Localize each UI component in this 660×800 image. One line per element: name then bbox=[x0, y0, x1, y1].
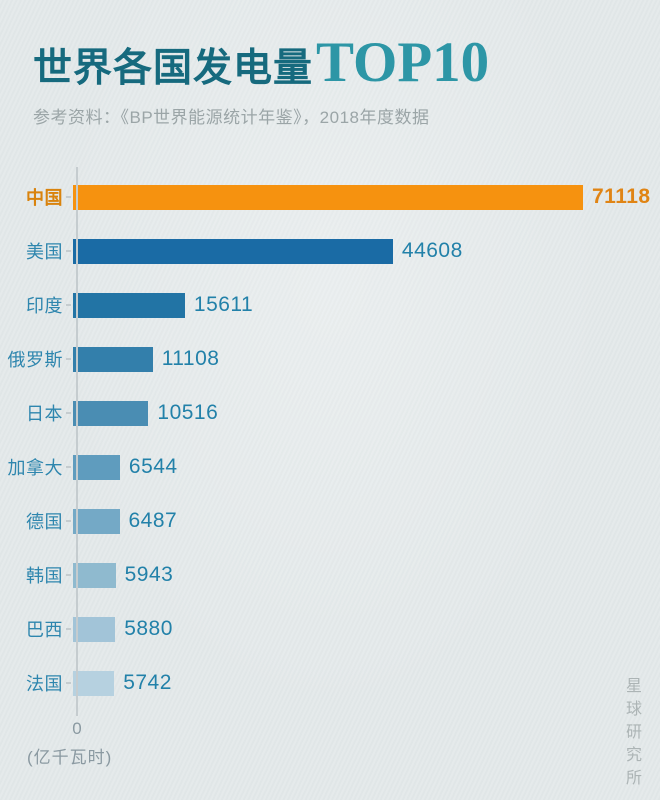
category-axis-tick bbox=[66, 250, 71, 252]
title-top10: TOP10 bbox=[316, 31, 490, 94]
value-label: 11108 bbox=[161, 347, 220, 370]
category-label-cell: 印度 bbox=[0, 292, 71, 318]
category-axis-tick bbox=[66, 628, 71, 630]
category-label-cell: 日本 bbox=[0, 400, 71, 426]
y-axis-line bbox=[76, 167, 78, 716]
value-label: 6544 bbox=[128, 455, 178, 478]
category-label: 德国 bbox=[26, 512, 63, 532]
bar-row: 法国 5742 bbox=[0, 656, 660, 710]
bar bbox=[73, 616, 116, 642]
category-label: 加拿大 bbox=[7, 458, 63, 478]
category-label: 日本 bbox=[26, 404, 63, 424]
category-label: 巴西 bbox=[26, 620, 63, 640]
value-label: 44608 bbox=[401, 239, 463, 262]
bar bbox=[73, 292, 185, 318]
category-label-cell: 韩国 bbox=[0, 562, 71, 588]
bar-cell: 6544 bbox=[71, 454, 660, 480]
bar-row: 印度 15611 bbox=[0, 278, 660, 332]
value-label: 6487 bbox=[128, 509, 178, 532]
bar-cell: 11108 bbox=[71, 346, 660, 372]
category-axis-tick bbox=[66, 682, 71, 684]
subtitle-source: 参考资料：《BP世界能源统计年鉴》，2018年度数据 bbox=[33, 108, 430, 127]
category-label: 印度 bbox=[26, 296, 63, 316]
bar bbox=[73, 184, 583, 210]
bar-cell: 5880 bbox=[71, 616, 660, 642]
bar-row: 俄罗斯 11108 bbox=[0, 332, 660, 386]
category-axis-tick bbox=[66, 412, 71, 414]
value-label: 5742 bbox=[123, 671, 172, 694]
category-label: 美国 bbox=[26, 242, 63, 262]
category-label-cell: 俄罗斯 bbox=[0, 346, 71, 372]
category-label: 俄罗斯 bbox=[7, 350, 63, 370]
category-label: 法国 bbox=[26, 674, 63, 694]
x-axis-footer: 0 (亿千瓦时) bbox=[0, 710, 660, 780]
bar bbox=[73, 508, 120, 534]
category-label-cell: 法国 bbox=[0, 670, 71, 696]
category-axis-tick bbox=[66, 466, 71, 468]
category-axis-tick bbox=[66, 358, 71, 360]
bar-row: 加拿大 6544 bbox=[0, 440, 660, 494]
bar-cell: 5943 bbox=[71, 562, 660, 588]
x-axis-unit-label: (亿千瓦时) bbox=[27, 748, 113, 767]
bar bbox=[73, 454, 120, 480]
category-label-cell: 加拿大 bbox=[0, 454, 71, 480]
bar-cell: 15611 bbox=[71, 292, 660, 318]
value-label: 15611 bbox=[193, 293, 254, 316]
page-title: 世界各国发电量 TOP10 bbox=[33, 34, 660, 91]
category-axis-tick bbox=[66, 520, 71, 522]
bar-chart: 中国 71118 美国 44608 印度 15611 俄罗斯 11108 日本 10516 加拿大 6… bbox=[0, 167, 660, 780]
bar-row: 德国 6487 bbox=[0, 494, 660, 548]
category-label-cell: 巴西 bbox=[0, 616, 71, 642]
bar-row: 美国 44608 bbox=[0, 224, 660, 278]
header: 世界各国发电量 TOP10 参考资料：《BP世界能源统计年鉴》，2018年度数据 bbox=[0, 0, 660, 128]
bar-row: 巴西 5880 bbox=[0, 602, 660, 656]
bar-cell: 10516 bbox=[71, 400, 660, 426]
bar bbox=[73, 346, 153, 372]
category-axis-tick bbox=[66, 196, 71, 198]
value-label: 5880 bbox=[124, 617, 173, 640]
bar bbox=[73, 400, 149, 426]
bar bbox=[73, 670, 115, 696]
watermark-studio-name: 星球研究所 bbox=[623, 677, 640, 792]
category-label-cell: 中国 bbox=[0, 184, 71, 210]
value-label: 10516 bbox=[157, 401, 219, 424]
bar-cell: 6487 bbox=[71, 508, 660, 534]
bar bbox=[73, 562, 116, 588]
bar-cell: 5742 bbox=[71, 670, 660, 696]
bar-row: 日本 10516 bbox=[0, 386, 660, 440]
value-label: 5943 bbox=[124, 563, 174, 586]
category-label: 韩国 bbox=[26, 566, 63, 586]
category-axis-tick bbox=[66, 574, 71, 576]
x-axis-zero-tick-label: 0 bbox=[72, 719, 82, 738]
category-label-cell: 美国 bbox=[0, 238, 71, 264]
bar-rows: 中国 71118 美国 44608 印度 15611 俄罗斯 11108 日本 10516 加拿大 6… bbox=[0, 170, 660, 710]
category-label: 中国 bbox=[26, 188, 63, 208]
title-chinese: 世界各国发电量 bbox=[33, 47, 314, 90]
bar bbox=[73, 238, 393, 264]
bar-cell: 44608 bbox=[71, 238, 660, 264]
bar-row: 中国 71118 bbox=[0, 170, 660, 224]
bar-cell: 71118 bbox=[71, 184, 660, 210]
category-label-cell: 德国 bbox=[0, 508, 71, 534]
value-label: 71118 bbox=[592, 185, 651, 208]
bar-row: 韩国 5943 bbox=[0, 548, 660, 602]
category-axis-tick bbox=[66, 304, 71, 306]
